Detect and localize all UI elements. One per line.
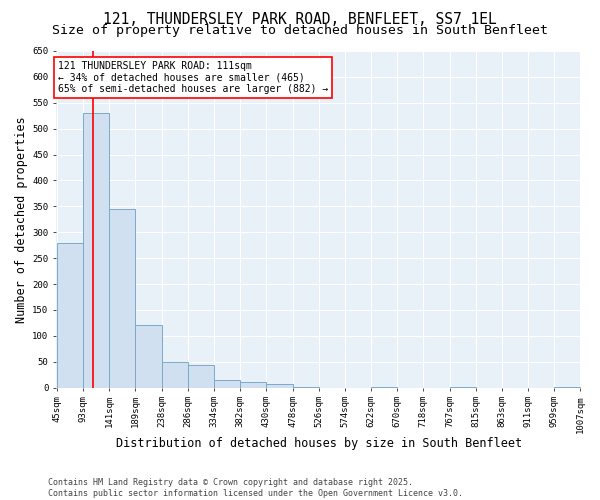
Bar [266,384,293,388]
Bar [83,113,109,388]
Y-axis label: Number of detached properties: Number of detached properties [15,116,28,322]
Bar [136,326,162,388]
Bar [109,209,136,388]
Bar [57,242,83,388]
Bar [450,387,476,388]
X-axis label: Distribution of detached houses by size in South Benfleet: Distribution of detached houses by size … [116,437,522,450]
Bar [162,362,188,388]
Bar [554,387,580,388]
Bar [293,387,319,388]
Bar [214,380,241,388]
Text: 121 THUNDERSLEY PARK ROAD: 111sqm
← 34% of detached houses are smaller (465)
65%: 121 THUNDERSLEY PARK ROAD: 111sqm ← 34% … [58,61,328,94]
Text: Size of property relative to detached houses in South Benfleet: Size of property relative to detached ho… [52,24,548,37]
Text: 121, THUNDERSLEY PARK ROAD, BENFLEET, SS7 1EL: 121, THUNDERSLEY PARK ROAD, BENFLEET, SS… [103,12,497,28]
Bar [371,387,397,388]
Bar [188,366,214,388]
Bar [241,382,266,388]
Text: Contains HM Land Registry data © Crown copyright and database right 2025.
Contai: Contains HM Land Registry data © Crown c… [48,478,463,498]
